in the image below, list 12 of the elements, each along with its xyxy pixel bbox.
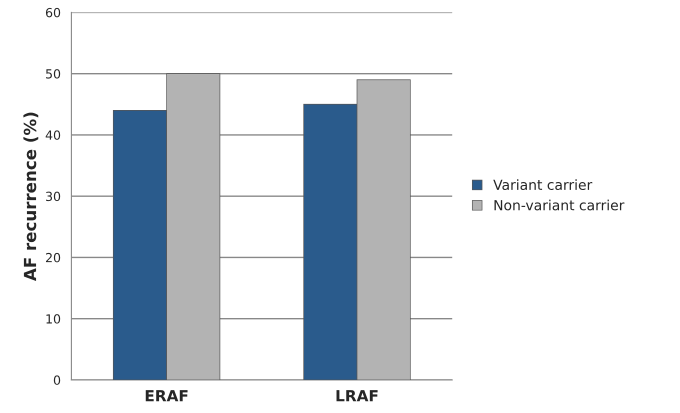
y-tick-label: 50: [46, 69, 60, 79]
y-tick-label: 0: [54, 375, 60, 385]
y-tick-label: 60: [46, 8, 60, 18]
y-axis-title: AF recurrence (%): [23, 112, 38, 282]
y-tick-label: 30: [46, 192, 60, 202]
y-tick-label: 10: [46, 314, 60, 324]
y-tick-label: 40: [46, 130, 60, 140]
x-tick-label: LRAF: [336, 390, 378, 402]
legend-label: Non-variant carrier: [494, 200, 624, 210]
x-tick-label: ERAF: [146, 390, 188, 402]
legend-label: Variant carrier: [493, 179, 592, 190]
y-tick-label: 20: [46, 252, 60, 262]
